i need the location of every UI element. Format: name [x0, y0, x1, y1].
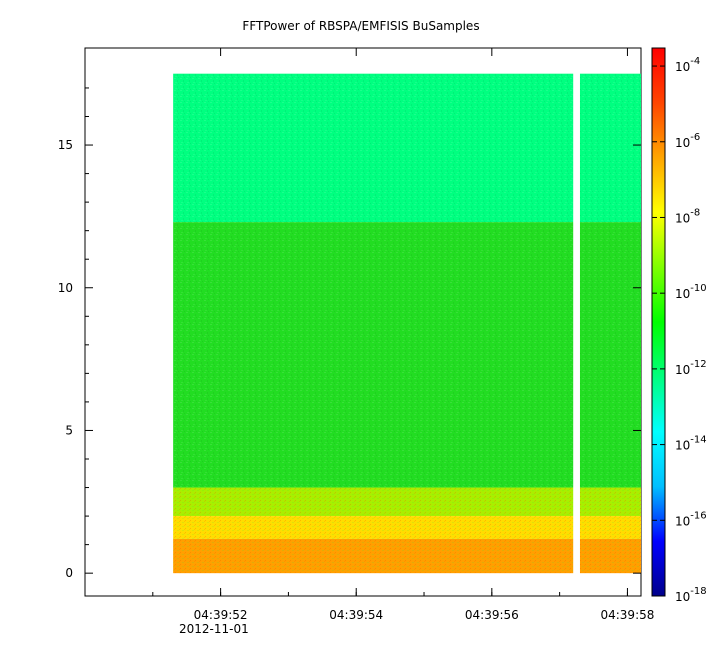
spectrogram-band-texture	[173, 222, 641, 488]
x-axis: 04:39:52 04:39:54 04:39:56 04:39:58	[84, 48, 654, 622]
x-tick-label: 04:39:58	[600, 608, 654, 622]
x-tick-label: 04:39:54	[329, 608, 383, 622]
x-axis-date-label: 2012-11-01	[179, 622, 249, 636]
y-axis: 0 5 10 15	[58, 87, 641, 580]
chart-title: FFTPower of RBSPA/EMFISIS BuSamples	[242, 19, 479, 33]
data-gap	[573, 72, 580, 575]
spectrogram-band-texture	[173, 73, 641, 223]
colorbar-tick-label: 10-10	[675, 283, 707, 301]
colorbar-gradient	[651, 47, 666, 597]
x-tick-label: 04:39:52	[194, 608, 248, 622]
colorbar-tick-label: 10-4	[675, 56, 700, 74]
colorbar-tick-label: 10-14	[675, 435, 707, 453]
colorbar-tick-label: 10-12	[675, 359, 707, 377]
y-tick-label: 10	[58, 281, 73, 295]
spectrogram-bands	[173, 73, 641, 574]
data-gap-stripe	[573, 72, 580, 575]
colorbar-tick-label: 10-18	[675, 586, 707, 604]
spectrogram-band-texture	[173, 487, 641, 517]
x-tick-label: 04:39:56	[465, 608, 519, 622]
plot-area	[84, 47, 642, 597]
colorbar-tick-label: 10-6	[675, 132, 700, 150]
spectrogram-band-texture	[173, 516, 641, 539]
y-tick-label: 0	[65, 566, 73, 580]
colorbar-tick-label: 10-16	[675, 510, 707, 528]
colorbar-tick-label: 10-8	[675, 207, 700, 225]
y-tick-label: 5	[65, 423, 73, 437]
colorbar: 10-4 10-6 10-8 10-10 10-12 10-14 10-16 10-18	[651, 47, 707, 604]
y-tick-label: 15	[58, 138, 73, 152]
spectrogram-band-texture	[173, 538, 641, 574]
colorbar-ticks: 10-4 10-6 10-8 10-10 10-12 10-14 10-16 10-18	[652, 56, 707, 604]
